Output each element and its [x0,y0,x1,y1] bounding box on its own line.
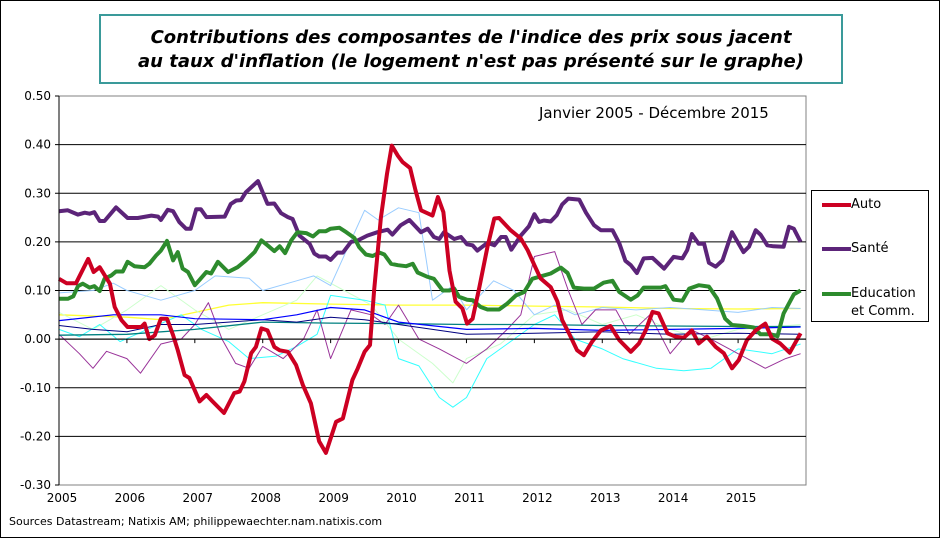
x-tick-label: 2010 [386,491,417,505]
legend-swatch [822,203,851,207]
series-line [58,316,801,335]
y-tick-label: 0.30 [24,186,51,200]
series-auto [57,143,803,455]
legend-label: Santé [851,241,889,256]
y-tick-label: -0.10 [20,381,51,395]
series-line [58,275,801,384]
source-note: Sources Datastream; Natixis AM; philippe… [9,515,383,528]
x-tick-label: 2008 [250,491,281,505]
legend-item-auto: Auto [822,196,881,214]
legend-swatch [822,292,851,296]
series-line [58,321,801,336]
y-tick-label: -0.30 [20,478,51,492]
x-tick-label: 2005 [47,491,78,505]
x-tick-label: 2009 [318,491,349,505]
series-education-et-comm [59,225,802,339]
legend-item-education: Education et Comm. [822,285,916,321]
y-tick-label: 0.00 [24,332,51,346]
series-line [58,207,801,316]
legend: Auto Santé Education et Comm. [811,190,929,322]
legend-item-sante: Santé [822,240,889,258]
y-tick-label: 0.50 [24,89,51,103]
title-line-1: Contributions des composantes de l'indic… [150,27,792,48]
x-tick-label: 2006 [115,491,146,505]
legend-label-line: et Comm. [851,304,915,319]
x-tick-label: 2015 [726,491,757,505]
x-tick-label: 2013 [590,491,621,505]
x-tick-label: 2011 [454,491,485,505]
legend-label-line: Education [851,286,916,301]
title-line-2: au taux d'inflation (le logement n'est p… [137,51,804,72]
y-tick-label: 0.20 [24,235,51,249]
x-tick-label: 2012 [522,491,553,505]
legend-label: Auto [851,197,882,212]
legend-label: Education et Comm. [851,285,916,321]
x-tick-label: 2014 [658,491,689,505]
chart-title: Contributions des composantes de l'indic… [99,14,843,84]
x-tick-label: 2007 [183,491,214,505]
series-sant [58,179,803,275]
y-tick-label: -0.20 [20,429,51,443]
period-annotation: Janvier 2005 - Décembre 2015 [539,104,769,122]
legend-swatch [822,247,851,251]
series-line [58,294,801,408]
y-tick-label: 0.10 [24,284,51,298]
y-tick-label: 0.40 [24,138,51,152]
